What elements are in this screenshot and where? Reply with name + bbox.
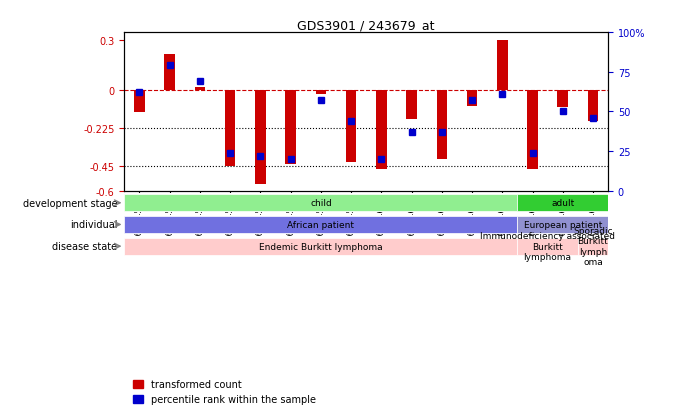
Text: adult: adult (551, 199, 574, 208)
Bar (134, 91, 145, 113)
Bar (346, 91, 357, 163)
Text: Immunodeficiency associated
Burkitt
lymphoma: Immunodeficiency associated Burkitt lymp… (480, 232, 615, 261)
FancyBboxPatch shape (124, 238, 518, 255)
Bar (466, 91, 477, 106)
Bar (285, 91, 296, 164)
Text: child: child (310, 199, 332, 208)
Bar (225, 91, 236, 166)
Bar (497, 41, 508, 91)
Bar (164, 55, 175, 91)
Title: GDS3901 / 243679_at: GDS3901 / 243679_at (298, 19, 435, 32)
Bar (316, 91, 326, 95)
FancyBboxPatch shape (518, 195, 608, 212)
Text: Sporadic
Burkitt
lymph
oma: Sporadic Burkitt lymph oma (573, 226, 613, 267)
Bar (195, 88, 205, 91)
FancyBboxPatch shape (578, 238, 608, 255)
Legend: transformed count, percentile rank within the sample: transformed count, percentile rank withi… (129, 375, 319, 408)
FancyBboxPatch shape (518, 238, 578, 255)
Bar (255, 91, 266, 185)
Y-axis label: disease state: disease state (53, 242, 117, 252)
Bar (587, 91, 598, 121)
Y-axis label: development stage: development stage (23, 198, 117, 208)
Text: European patient: European patient (524, 221, 602, 229)
Y-axis label: individual: individual (70, 220, 117, 230)
Bar (527, 91, 538, 169)
FancyBboxPatch shape (518, 216, 608, 233)
Bar (558, 91, 568, 108)
Bar (376, 91, 387, 169)
Bar (406, 91, 417, 119)
FancyBboxPatch shape (124, 216, 518, 233)
Text: Endemic Burkitt lymphoma: Endemic Burkitt lymphoma (259, 242, 383, 251)
Bar (437, 91, 447, 159)
Text: African patient: African patient (287, 221, 354, 229)
FancyBboxPatch shape (124, 195, 518, 212)
